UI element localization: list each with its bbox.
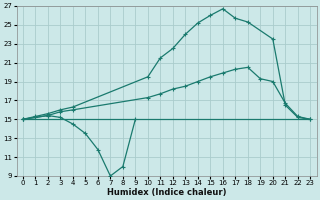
X-axis label: Humidex (Indice chaleur): Humidex (Indice chaleur) (107, 188, 226, 197)
